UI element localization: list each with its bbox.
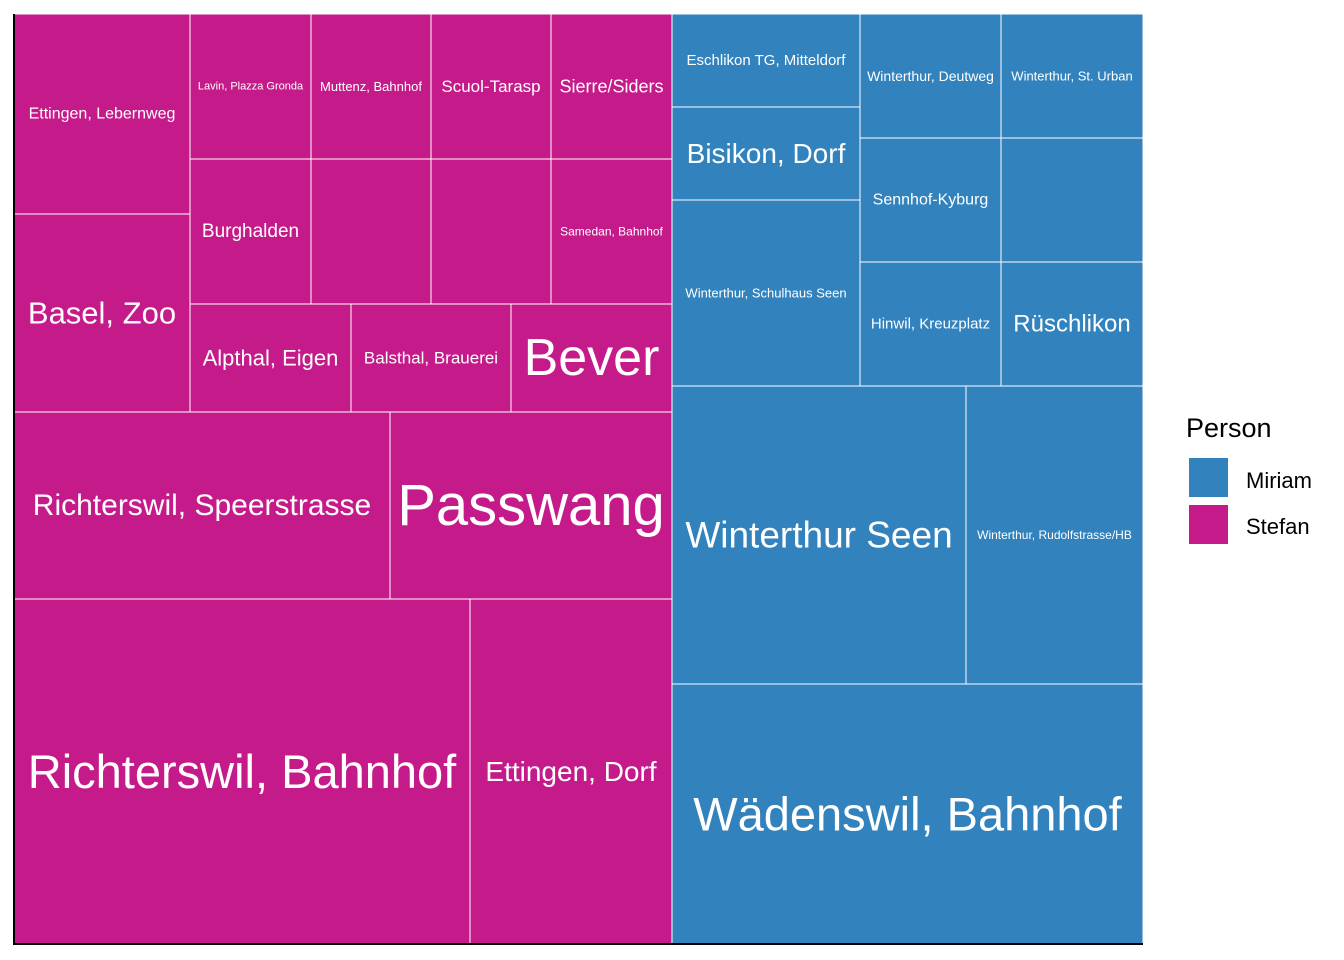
- legend-label-miriam: Miriam: [1246, 468, 1312, 493]
- treemap-tiles: Ettingen, Lebernweg Basel, Zoo Lavin, Plaz…: [13, 13, 1144, 945]
- tile-winterthur-schulhaus-seen: [671, 199, 861, 387]
- tile-label-lavin-plazza-gronda: Lavin, Plazza Gronda: [198, 81, 304, 93]
- tile-unlabeled-7: [310, 158, 432, 305]
- tile-label-alpthal-eigen: Alpthal, Eigen: [203, 346, 339, 371]
- tile-label-sierre-siders: Sierre/Siders: [559, 77, 663, 97]
- tile-passwang: [389, 411, 673, 600]
- tile-sennhof-kyburg: [859, 137, 1002, 263]
- tile-unlabeled-8: [430, 158, 552, 305]
- tile-label-winterthur-deutweg: Winterthur, Deutweg: [867, 68, 994, 84]
- tile-winterthur-deutweg: [859, 13, 1002, 139]
- tile-ettingen-dorf: [469, 598, 673, 945]
- tile-winterthur-rudolfstrasse-hb: [965, 385, 1144, 685]
- tile-label-richterswil-speerstrasse: Richterswil, Speerstrasse: [33, 489, 371, 522]
- tile-label-passwang: Passwang: [397, 473, 665, 538]
- tile-label-bever: Bever: [524, 329, 660, 387]
- tile-label-winterthur-st-urban: Winterthur, St. Urban: [1011, 69, 1132, 84]
- tile-label-ettingen-lebernweg: Ettingen, Lebernweg: [29, 106, 176, 123]
- tile-label-richterswil-bahnhof: Richterswil, Bahnhof: [28, 745, 457, 798]
- tile-richterswil-speerstrasse: [13, 411, 391, 600]
- tile-bisikon-dorf: [671, 106, 861, 201]
- tile-unlabeled-23: [1000, 137, 1144, 263]
- tile-label-winterthur-rudolfstrasse-hb: Winterthur, Rudolfstrasse/HB: [977, 528, 1132, 542]
- tile-balsthal-brauerei: [350, 303, 512, 413]
- tile-label-muttenz-bahnhof: Muttenz, Bahnhof: [320, 79, 422, 94]
- tile-wadenswil-bahnhof: [671, 683, 1144, 945]
- tile-label-winterthur-schulhaus-seen: Winterthur, Schulhaus Seen: [685, 286, 846, 301]
- tile-label-winterthur-seen: Winterthur Seen: [685, 515, 952, 556]
- tile-hinwil-kreuzplatz: [859, 261, 1002, 387]
- tile-label-sennhof-kyburg: Sennhof-Kyburg: [873, 192, 989, 209]
- tile-label-ettingen-dorf: Ettingen, Dorf: [485, 756, 656, 787]
- tile-label-samedan-bahnhof: Samedan, Bahnhof: [560, 225, 663, 239]
- tile-label-balsthal-brauerei: Balsthal, Brauerei: [364, 349, 498, 368]
- tile-ettingen-lebernweg: [13, 13, 191, 215]
- tile-label-bisikon-dorf: Bisikon, Dorf: [687, 138, 846, 169]
- tile-richterswil-bahnhof: [13, 598, 471, 945]
- tile-label-wadenswil-bahnhof: Wädenswil, Bahnhof: [693, 788, 1122, 841]
- legend-swatch-miriam: [1189, 458, 1228, 497]
- tile-ruschlikon: [1000, 261, 1144, 387]
- tile-label-ruschlikon: Rüschlikon: [1013, 311, 1130, 338]
- legend-title: Person: [1186, 413, 1272, 443]
- tile-scuol-tarasp: [430, 13, 552, 160]
- tile-label-scuol-tarasp: Scuol-Tarasp: [441, 77, 540, 96]
- tile-label-basel-zoo: Basel, Zoo: [28, 296, 176, 331]
- tile-muttenz-bahnhof: [310, 13, 432, 160]
- tile-lavin-plazza-gronda: [189, 13, 312, 160]
- tile-samedan-bahnhof: [550, 158, 673, 305]
- tile-eschlikon-tg-mitteldorf: [671, 13, 861, 108]
- legend: Person Miriam Stefan: [1186, 413, 1312, 544]
- legend-label-stefan: Stefan: [1246, 514, 1310, 539]
- tile-label-hinwil-kreuzplatz: Hinwil, Kreuzplatz: [871, 316, 990, 333]
- legend-swatch-stefan: [1189, 505, 1228, 544]
- tile-winterthur-st-urban: [1000, 13, 1144, 139]
- tile-basel-zoo: [13, 213, 191, 413]
- tile-label-eschlikon-tg-mitteldorf: Eschlikon TG, Mitteldorf: [687, 52, 847, 69]
- tile-sierre-siders: [550, 13, 673, 160]
- tile-label-burghalden: Burghalden: [202, 221, 299, 242]
